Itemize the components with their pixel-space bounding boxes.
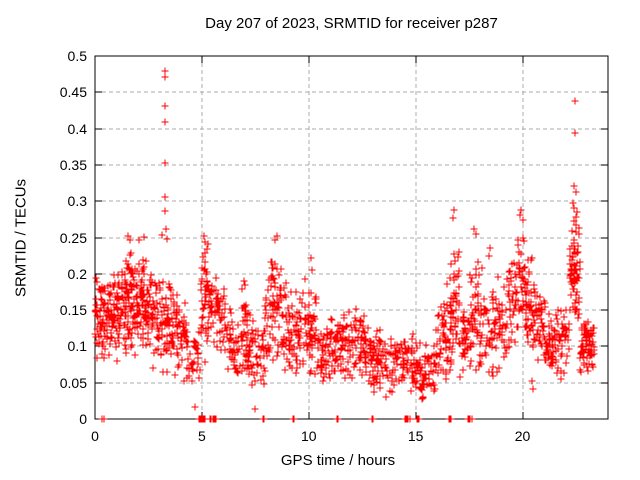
y-tick-label: 0.4 — [67, 120, 87, 137]
y-tick-label: 0.25 — [59, 229, 87, 246]
y-tick-label: 0 — [79, 411, 87, 427]
gridlines — [95, 56, 608, 419]
x-axis-label: GPS time / hours — [280, 452, 396, 469]
x-tick-label: 5 — [197, 428, 206, 444]
y-tick-label: 0.45 — [59, 84, 87, 101]
y-tick-label: 0.3 — [67, 193, 87, 210]
x-tick-label: 0 — [91, 428, 99, 444]
x-tick-label: 20 — [514, 428, 531, 444]
y-tick-label: 0.1 — [67, 338, 87, 355]
y-tick-label: 0.15 — [59, 302, 87, 319]
y-tick-label: 0.5 — [67, 48, 87, 64]
y-tick-label: 0.35 — [59, 156, 87, 173]
x-tick-label: 10 — [300, 428, 317, 444]
y-tick-label: 0.05 — [59, 374, 87, 391]
y-tick-label: 0.2 — [67, 265, 87, 282]
scatter-points — [91, 67, 598, 423]
chart-title: Day 207 of 2023, SRMTID for receiver p28… — [205, 15, 498, 32]
x-tick-label: 15 — [407, 428, 424, 444]
